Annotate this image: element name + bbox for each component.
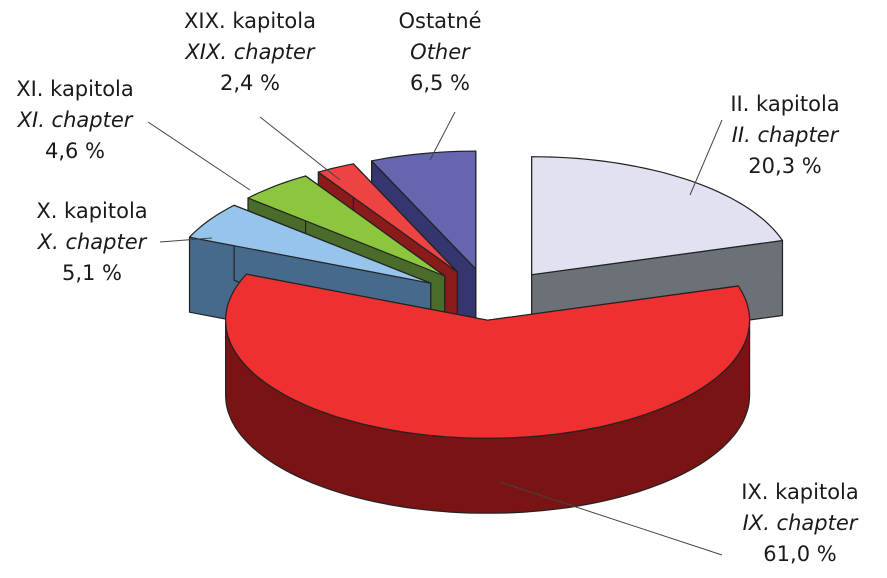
slice-value-label: 4,6 %: [45, 139, 105, 163]
leader-line: [689, 119, 723, 196]
leader-line: [429, 111, 456, 161]
slice-value-label: 2,4 %: [220, 71, 280, 95]
slice-value-label: 61,0 %: [763, 542, 836, 566]
slice-top: [317, 163, 458, 273]
slice-top: [247, 175, 446, 277]
slice-label-en: IX. chapter: [743, 511, 859, 535]
slice-label: IX. kapitola: [741, 480, 859, 504]
slice-label-en: XIX. chapter: [184, 40, 316, 64]
slice-label-en: II. chapter: [732, 123, 840, 147]
leader-line: [499, 481, 723, 556]
slice-top: [188, 204, 432, 284]
slice-top: [225, 273, 751, 439]
slice-label: XI. kapitola: [16, 77, 134, 101]
slice-top: [531, 156, 784, 276]
slice-label-en: X. chapter: [37, 230, 148, 254]
slice-label: XIX. kapitola: [184, 9, 316, 33]
slice-label: Ostatné: [398, 9, 481, 33]
slice-label: X. kapitola: [36, 199, 147, 223]
leader-line: [159, 237, 213, 243]
slice-label: II. kapitola: [730, 92, 839, 116]
slice-top: [371, 150, 477, 270]
slice-label-en: Other: [410, 40, 471, 64]
slice-value-label: 20,3 %: [748, 154, 821, 178]
leader-line: [147, 121, 251, 191]
slice-value-label: 5,1 %: [62, 261, 122, 285]
slice-value-label: 6,5 %: [410, 71, 470, 95]
slice-label-en: XI. chapter: [17, 108, 134, 132]
leader-line: [259, 116, 341, 181]
